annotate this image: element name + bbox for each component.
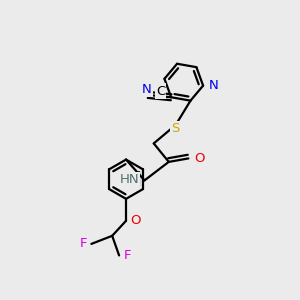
Text: HN: HN bbox=[120, 173, 140, 186]
Text: S: S bbox=[172, 122, 180, 135]
Text: F: F bbox=[80, 237, 87, 250]
Text: N: N bbox=[209, 79, 219, 92]
Text: N: N bbox=[142, 83, 152, 96]
Text: O: O bbox=[130, 214, 141, 227]
Text: C: C bbox=[156, 85, 165, 98]
Text: F: F bbox=[123, 249, 131, 262]
Text: O: O bbox=[194, 152, 205, 165]
